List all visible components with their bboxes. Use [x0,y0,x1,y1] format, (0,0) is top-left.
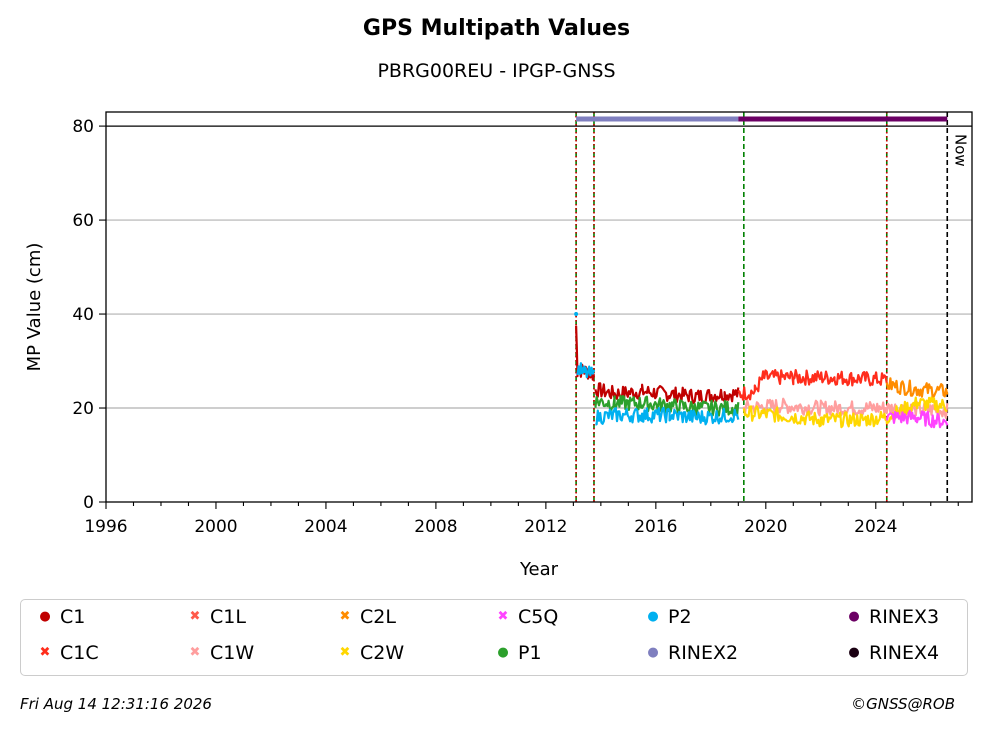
legend-label: RINEX4 [869,642,940,664]
legend-label: C2W [360,642,405,664]
legend-marker-icon: ● [647,609,659,624]
legend-item-c2l: ✖ C2L [338,606,396,628]
legend-item-c1l: ✖ C1L [188,606,246,628]
series-line-c2l-0 [885,377,949,399]
series-line-c1-1 [594,382,740,405]
x-axis-label: Year [519,559,559,580]
series-p1 [594,394,740,417]
legend-item-c2w: ✖ C2W [338,642,405,664]
legend-item-c5q: ✖ C5Q [496,606,559,628]
series-line-c1c-0 [737,369,888,401]
legend-marker-icon: ● [848,609,860,624]
point-p2 [574,312,579,317]
legend-label: C1C [60,642,99,664]
legend-marker-icon: ● [497,645,509,660]
chart-legend: ● C1 ✖ C1C ✖ C1L ✖ C1W ✖ C2L ✖ C2W ✖ C5Q ● P1 ● P2 ● RINEX2… [20,599,968,676]
x-tick-label-4: 2012 [524,517,567,537]
legend-label: C1 [60,606,86,628]
legend-item-rinex3: ● RINEX3 [847,606,939,628]
series-c1 [575,325,740,405]
legend-marker-icon: ✖ [497,609,509,624]
legend-item-p1: ● P1 [496,642,542,664]
legend-item-rinex4: ● RINEX4 [847,642,939,664]
series-line-c5q-0 [885,409,949,429]
legend-label: C1L [210,606,246,628]
x-tick-label-6: 2020 [744,517,787,537]
legend-label: C2L [360,606,396,628]
legend-marker-icon: ✖ [339,645,351,660]
multipath-chart: Now 1996 2000 2004 2008 2012 2016 2020 2024 0 20 40… [24,111,973,580]
legend-item-p2: ● P2 [646,606,692,628]
legend-marker-icon: ● [647,645,659,660]
x-tick-label-5: 2016 [634,517,677,537]
legend-item-c1: ● C1 [38,606,85,628]
legend-marker-icon: ✖ [189,645,201,660]
legend-label: P1 [518,642,542,664]
legend-marker-icon: ✖ [339,609,351,624]
y-tick-label-1: 20 [72,399,94,419]
legend-marker-icon: ✖ [189,609,201,624]
legend-marker-icon: ● [39,609,51,624]
chart-subtitle: PBRG00REU - IPGP-GNSS [377,60,616,82]
x-tick-label-2: 2004 [304,517,347,537]
legend-item-rinex2: ● RINEX2 [646,642,738,664]
y-tick-label-3: 60 [72,211,94,231]
legend-item-c1c: ✖ C1C [38,642,99,664]
legend-label: P2 [668,606,692,628]
series-line-p2-1 [576,362,596,379]
timestamp: Fri Aug 14 12:31:16 2026 [20,695,212,713]
x-tick-label-3: 2008 [414,517,457,537]
series-c2w [742,396,948,429]
x-tick-label-7: 2024 [854,517,897,537]
y-tick-label-2: 40 [72,305,94,325]
x-tick-label-0: 1996 [84,517,127,537]
y-tick-label-4: 80 [72,117,94,137]
legend-label: RINEX2 [668,642,739,664]
series-c5q [885,409,949,429]
series-c1c [737,369,888,401]
now-label: Now [951,134,969,167]
copyright: ©GNSS@ROB [851,695,955,713]
x-tick-label-1: 2000 [194,517,237,537]
legend-label: RINEX3 [869,606,940,628]
legend-item-c1w: ✖ C1W [188,642,255,664]
plot-frame [105,111,973,503]
series-line-p1-0 [594,394,740,417]
legend-label: C1W [210,642,255,664]
legend-marker-icon: ● [848,645,860,660]
legend-label: C5Q [518,606,559,628]
legend-marker-icon: ✖ [39,645,51,660]
y-tick-label-0: 0 [83,493,94,513]
series-line-p2-2 [595,406,740,426]
series-c2l [885,377,949,399]
series-line-c2w-0 [742,396,948,429]
chart-title: GPS Multipath Values [362,16,631,41]
series-p2 [574,312,740,426]
y-axis-label: MP Value (cm) [24,243,45,372]
